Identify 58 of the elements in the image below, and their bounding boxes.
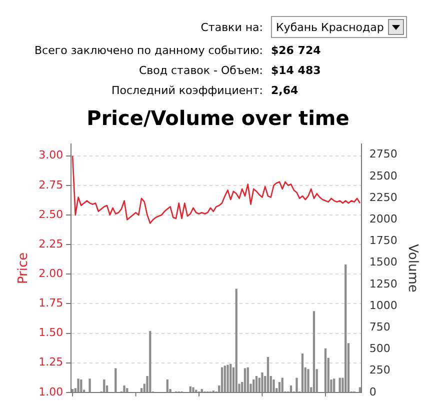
y2-tick-label: 1500 — [369, 256, 398, 269]
text: Всего заключено по данному событию: — [33, 44, 264, 56]
y2-tick-label: 750 — [369, 320, 390, 334]
bar — [261, 372, 264, 392]
y-tick-label: 2.25 — [38, 237, 64, 250]
bar — [307, 369, 310, 392]
y2-axis-title: Volume — [404, 244, 420, 292]
y-tick-label: 3.00 — [38, 148, 64, 162]
y-tick-label: 1.25 — [38, 356, 64, 369]
y2-tick-label: 2250 — [369, 190, 398, 204]
bar — [235, 288, 238, 392]
bar — [123, 385, 126, 392]
y2-tick-label: 1000 — [369, 298, 398, 312]
y2-tick-label: 250 — [369, 364, 390, 377]
bar — [281, 378, 284, 392]
bar — [149, 331, 152, 392]
text: Кубань Краснодар — [276, 20, 384, 34]
bar — [224, 366, 226, 392]
bar — [244, 368, 246, 392]
bar — [220, 367, 224, 392]
y2-tick-label: 0 — [369, 385, 376, 398]
bar — [77, 378, 80, 392]
bar — [338, 378, 341, 392]
chart-title: Price/Volume over time — [86, 106, 350, 130]
text: Свод ставок - Объем: — [138, 64, 264, 76]
y-axis-title: Price — [16, 252, 32, 284]
bar — [88, 378, 91, 392]
bar — [312, 311, 316, 392]
y-tick-label: 1.75 — [38, 296, 64, 310]
y2-tick-label: 2750 — [369, 148, 398, 161]
bar — [344, 264, 347, 392]
y2-tick-label: 1250 — [369, 277, 398, 290]
bar — [324, 348, 327, 392]
bar — [296, 378, 298, 392]
text: Ставки на: — [200, 20, 264, 34]
y-tick-label: 1.50 — [38, 326, 64, 340]
y-tick-label: 2.50 — [38, 208, 64, 221]
bar — [230, 364, 232, 392]
bar — [114, 368, 117, 392]
bar — [255, 376, 258, 392]
bar — [226, 364, 229, 392]
y-tick-label: 2.00 — [38, 266, 64, 280]
y2-tick-label: 2500 — [369, 169, 398, 182]
bar — [272, 379, 275, 392]
text: Последний коэффициент: — [110, 84, 264, 96]
bar — [192, 387, 194, 392]
bar — [301, 354, 304, 392]
bar — [266, 356, 270, 392]
y-tick-label: 2.75 — [38, 178, 64, 192]
text: 2,64 — [271, 84, 298, 96]
text: $26 724 — [271, 44, 321, 56]
bar — [246, 367, 249, 392]
bar — [333, 378, 336, 392]
y2-tick-label: 1750 — [369, 234, 398, 248]
y2-tick-label: 2000 — [369, 212, 398, 226]
y2-tick-label: 500 — [369, 342, 390, 356]
y-tick-label: 1.00 — [38, 385, 64, 398]
text: $14 483 — [271, 64, 321, 76]
